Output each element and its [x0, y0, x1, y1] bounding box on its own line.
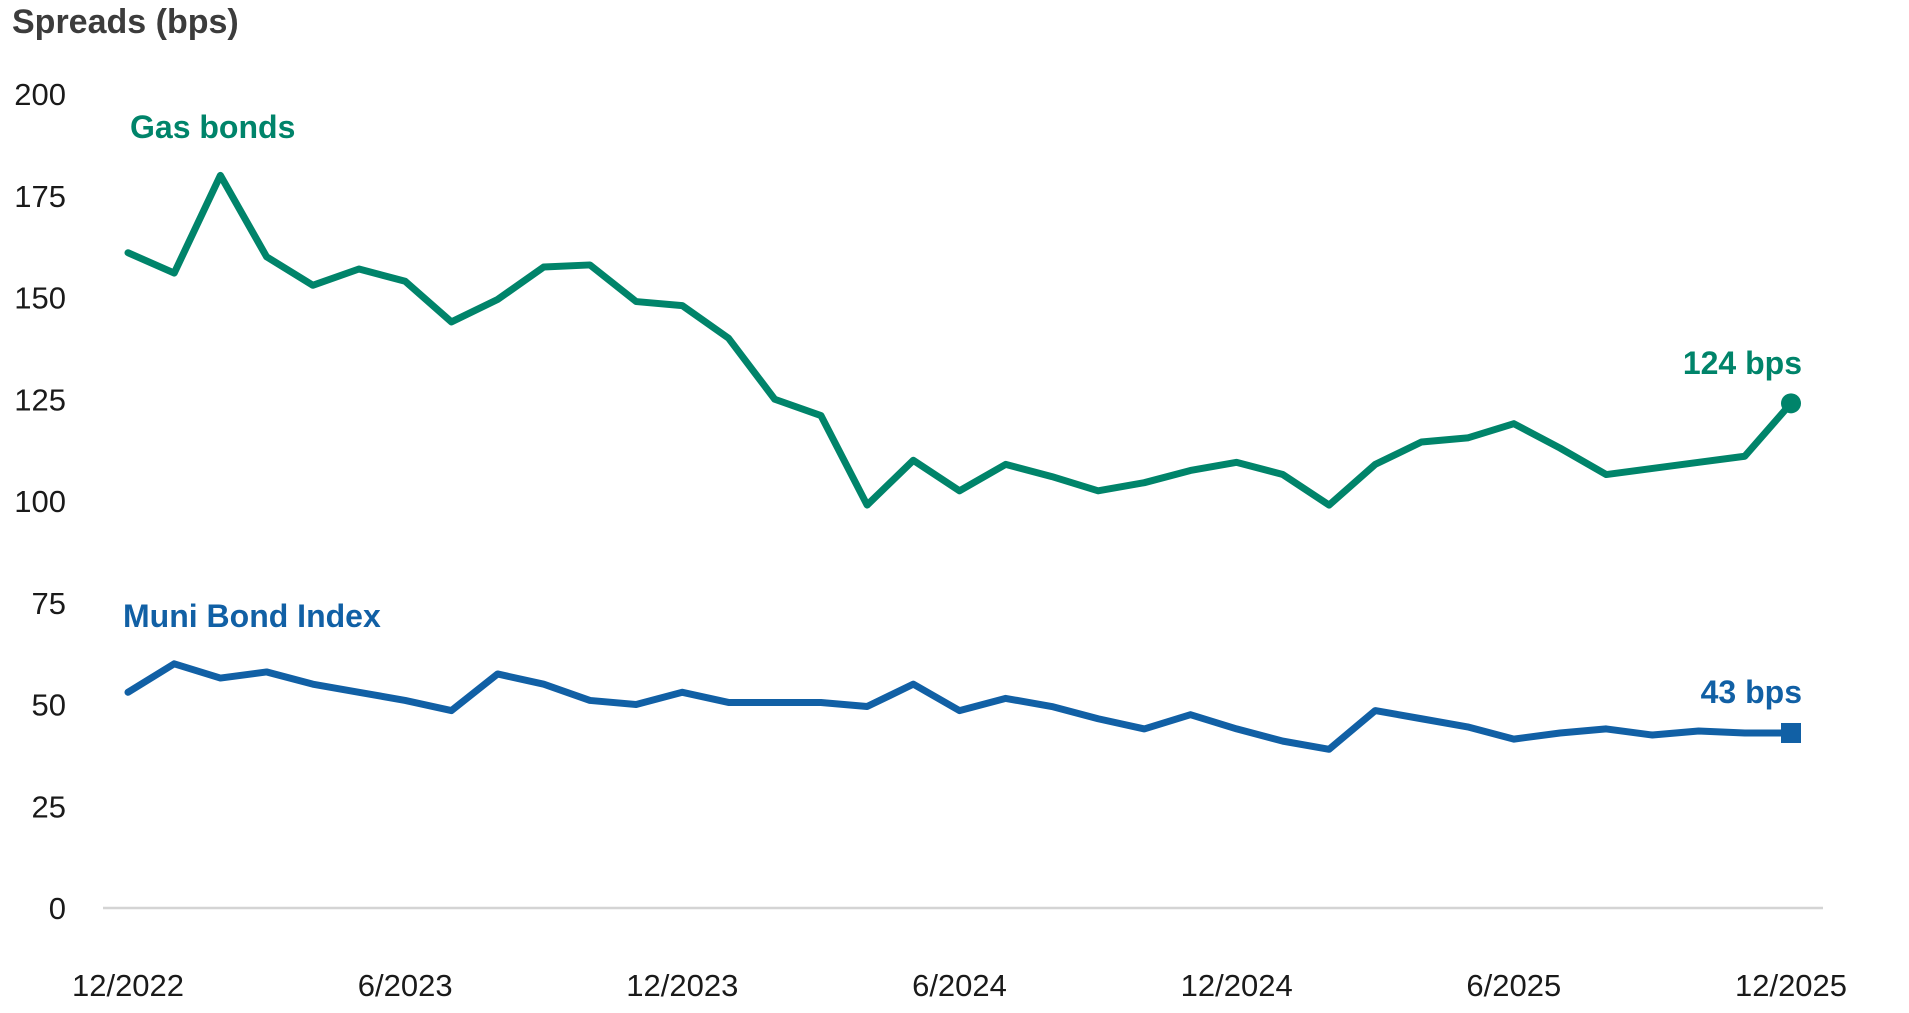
y-axis-tick-label: 150	[14, 281, 66, 316]
gas-bonds-end-value-label: 124 bps	[1683, 345, 1802, 381]
axis-layer: 200 175 150 125 100 75 50 25 0 12/2022 6/2023 12/20…	[14, 77, 1847, 1003]
muni-bond-index-end-value-label: 43 bps	[1701, 674, 1802, 710]
y-axis-tick-label: 25	[32, 789, 66, 824]
y-axis-tick-label: 125	[14, 382, 66, 417]
series-layer	[124, 171, 1801, 753]
x-axis-tick-label: 12/2025	[1735, 968, 1847, 1003]
muni-bond-index-line	[124, 660, 1795, 753]
gas-bonds-end-marker	[1781, 393, 1801, 414]
chart-title: Spreads (bps)	[12, 3, 239, 41]
x-axis-tick-label: 12/2024	[1181, 968, 1293, 1003]
y-axis-tick-label: 175	[14, 179, 66, 214]
x-axis-tick-label: 12/2023	[626, 968, 738, 1003]
muni-bond-index-series-label: Muni Bond Index	[123, 598, 381, 634]
y-axis-tick-label: 75	[32, 586, 66, 621]
y-axis-tick-label: 0	[49, 891, 66, 926]
gas-bonds-series-label: Gas bonds	[130, 109, 295, 145]
x-axis-tick-label: 6/2024	[912, 968, 1007, 1003]
y-axis-tick-label: 200	[14, 77, 66, 112]
y-axis-tick-label: 50	[32, 688, 66, 723]
x-axis-tick-label: 12/2022	[72, 968, 184, 1003]
x-axis-tick-label: 6/2025	[1466, 968, 1561, 1003]
x-axis-tick-label: 6/2023	[358, 968, 453, 1003]
muni-bond-index-end-marker	[1781, 722, 1801, 743]
gas-bonds-line	[124, 171, 1795, 509]
y-axis-tick-label: 100	[14, 484, 66, 519]
